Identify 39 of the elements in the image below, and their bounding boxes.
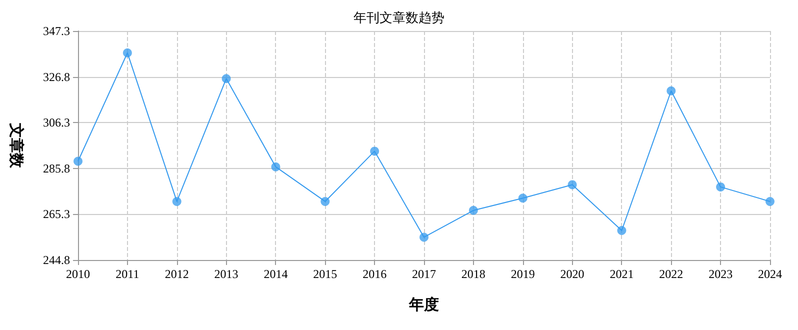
y-axis-title: 文章数	[8, 122, 26, 169]
x-tick-label: 2013	[214, 267, 238, 281]
x-tick-label: 2018	[461, 267, 486, 281]
x-tick-label: 2024	[758, 267, 782, 281]
x-tick-label: 2017	[412, 267, 436, 281]
x-tick-label: 2022	[659, 267, 684, 281]
point	[320, 196, 330, 206]
point	[74, 156, 82, 166]
x-tick-label: 2023	[708, 267, 733, 281]
x-tick-label: 2016	[362, 267, 387, 281]
point	[716, 182, 726, 192]
x-tick-label: 2021	[610, 267, 634, 281]
point	[666, 86, 676, 96]
point	[271, 162, 280, 172]
x-tick-label: 2012	[164, 267, 189, 281]
x-tick-label: 2010	[66, 267, 90, 281]
y-tick-label: 265.3	[43, 207, 70, 222]
x-tick-label: 2011	[116, 267, 140, 281]
x-axis-title: 年度	[408, 296, 439, 314]
x-tick-label: 2020	[560, 267, 584, 281]
x-tick-label: 2014	[264, 267, 288, 281]
point	[766, 196, 774, 206]
y-tick-label: 285.8	[43, 161, 70, 176]
point	[568, 180, 577, 190]
point	[172, 196, 182, 206]
x-tick-label: 2015	[313, 267, 338, 281]
point	[370, 146, 380, 156]
x-tick-label: 2019	[510, 267, 535, 281]
y-tick-label: 326.8	[43, 70, 70, 84]
point	[617, 226, 626, 236]
point	[222, 74, 231, 84]
point	[468, 206, 478, 215]
y-tick-label: 244.8	[43, 253, 70, 267]
y-tick-label: 347.3	[43, 24, 70, 38]
point	[518, 194, 528, 203]
chart-title: 年刊文章数趋势	[354, 10, 444, 25]
point	[122, 48, 132, 58]
point	[420, 232, 428, 242]
y-tick-label: 306.3	[43, 116, 70, 130]
